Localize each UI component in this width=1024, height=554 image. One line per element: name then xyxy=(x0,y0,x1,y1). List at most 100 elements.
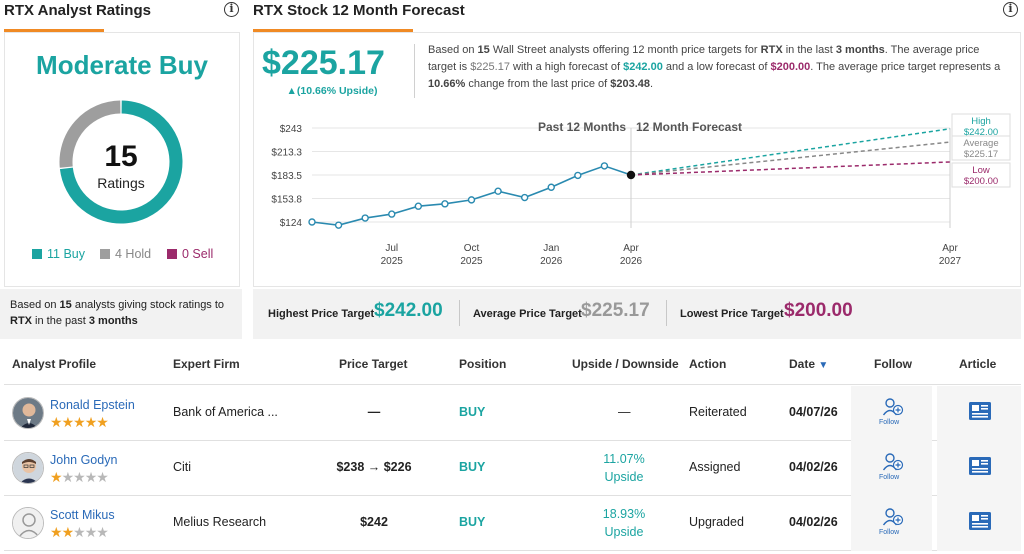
ratings-accent-bar xyxy=(4,29,104,32)
article-button[interactable] xyxy=(937,386,1021,441)
expert-firm: Citi xyxy=(173,460,191,474)
summary-text: Wall Street analysts offering 12 month p… xyxy=(490,44,761,56)
legend-hold: 4 Hold xyxy=(100,247,151,261)
analyst-avatar[interactable] xyxy=(12,452,44,484)
summary-period: 3 months xyxy=(836,44,885,56)
forecast-badge-high: High$242.00 xyxy=(952,114,1010,138)
summary-high: $242.00 xyxy=(623,61,663,73)
forecast-summary: Based on 15 Wall Street analysts offerin… xyxy=(428,42,1008,93)
y-tick-label: $124 xyxy=(280,218,303,229)
upside-word: Upside xyxy=(584,523,664,541)
upside-percent: 18.93% xyxy=(584,505,664,523)
chart-forecast-label: 12 Month Forecast xyxy=(636,120,742,134)
upside-percentage: ▲(10.66% Upside) xyxy=(262,85,402,97)
article-button[interactable] xyxy=(937,441,1021,496)
upside-cell: 11.07% Upside xyxy=(584,450,664,486)
history-point xyxy=(362,215,368,221)
history-point xyxy=(495,188,501,194)
analyst-name-link[interactable]: Scott Mikus xyxy=(50,508,115,522)
header-article: Article xyxy=(959,357,996,371)
badge-name: Low xyxy=(972,165,990,176)
star-icon: ★ xyxy=(96,469,108,485)
star-icon: ★ xyxy=(62,469,74,485)
analyst-avatar[interactable] xyxy=(12,507,44,539)
star-icon: ★ xyxy=(85,414,97,430)
price-target: $238 → $226 xyxy=(304,460,444,474)
header-date-label: Date xyxy=(789,357,815,371)
buy-swatch xyxy=(32,249,42,259)
consensus-rating: Moderate Buy xyxy=(0,50,244,81)
rating-date: 04/07/26 xyxy=(789,405,838,419)
analyst-star-rating: ★★★★★ xyxy=(50,524,108,541)
summary-text: with a high forecast of xyxy=(510,61,623,73)
analyst-name-link[interactable]: Ronald Epstein xyxy=(50,398,135,412)
summary-text: Based on xyxy=(428,44,478,56)
follow-button[interactable]: Follow xyxy=(851,386,932,441)
x-tick-year: 2027 xyxy=(939,256,962,267)
ratings-count-label: Ratings xyxy=(58,175,184,191)
summary-last-price: $203.48 xyxy=(610,78,650,90)
rating-action: Assigned xyxy=(689,460,740,474)
star-icon: ★ xyxy=(50,414,62,430)
header-date[interactable]: Date ▼ xyxy=(789,357,828,371)
analyst-star-rating: ★★★★★ xyxy=(50,469,108,486)
follow-button[interactable]: Follow xyxy=(851,496,932,551)
sort-desc-icon[interactable]: ▼ xyxy=(818,360,828,371)
sell-label: 0 Sell xyxy=(182,247,213,261)
summary-low: $200.00 xyxy=(770,61,810,73)
analyst-name-link[interactable]: John Godyn xyxy=(50,453,117,467)
info-icon[interactable]: i xyxy=(224,2,239,17)
forecast-line-average xyxy=(631,142,950,175)
article-button[interactable] xyxy=(937,496,1021,551)
forecast-badge-average: Average$225.17 xyxy=(952,136,1010,160)
position-badge: BUY xyxy=(459,405,485,419)
highest-target-value: $242.00 xyxy=(374,300,443,322)
history-point xyxy=(309,219,315,225)
star-icon: ★ xyxy=(85,469,97,485)
article-icon xyxy=(968,401,992,421)
history-point xyxy=(336,222,342,228)
table-row: Ronald Epstein ★★★★★ Bank of America ... — B… xyxy=(4,386,1021,441)
average-target-label: Average Price Target xyxy=(473,308,582,320)
price-target: $242 xyxy=(304,515,444,529)
summary-text: change from the last price of xyxy=(465,78,610,90)
ratings-title: RTX Analyst Ratings xyxy=(4,2,151,19)
badge-value: $200.00 xyxy=(964,176,998,187)
history-point xyxy=(601,163,607,169)
x-tick-month: Oct xyxy=(464,243,480,254)
summary-ticker: RTX xyxy=(761,44,783,56)
follow-label: Follow xyxy=(879,474,899,481)
follow-button[interactable]: Follow xyxy=(851,441,932,496)
price-forecast-chart: $243$213.3$183.5$153.8$124 Jul2025Oct202… xyxy=(262,112,1012,272)
history-point xyxy=(522,195,528,201)
summary-text: in the last xyxy=(783,44,836,56)
summary-change: 10.66% xyxy=(428,78,465,90)
average-target-value: $225.17 xyxy=(581,300,650,322)
x-tick-month: Apr xyxy=(623,243,639,254)
x-tick-year: 2025 xyxy=(381,256,404,267)
hold-label: 4 Hold xyxy=(115,247,151,261)
y-tick-label: $243 xyxy=(280,124,303,135)
history-point xyxy=(575,172,581,178)
header-position: Position xyxy=(459,357,506,371)
legend-buy: 11 Buy xyxy=(32,247,85,261)
y-tick-label: $153.8 xyxy=(271,194,302,205)
footnote-period: 3 months xyxy=(89,315,138,327)
info-icon[interactable]: i xyxy=(1003,2,1018,17)
analyst-avatar[interactable] xyxy=(12,397,44,429)
history-point xyxy=(415,203,421,209)
lowest-target-label: Lowest Price Target xyxy=(680,308,784,320)
star-icon: ★ xyxy=(96,414,108,430)
follow-label: Follow xyxy=(879,529,899,536)
expert-firm: Melius Research xyxy=(173,515,266,529)
upside-word: Upside xyxy=(584,468,664,486)
header-action: Action xyxy=(689,357,726,371)
badge-name: Average xyxy=(963,138,998,149)
table-header: Analyst Profile Expert Firm Price Target… xyxy=(4,343,1021,385)
history-point xyxy=(469,197,475,203)
divider xyxy=(459,300,460,326)
expert-firm: Bank of America ... xyxy=(173,405,278,419)
current-price-point xyxy=(628,172,635,179)
forecast-badge-low: Low$200.00 xyxy=(952,163,1010,187)
lowest-target-value: $200.00 xyxy=(784,300,853,322)
